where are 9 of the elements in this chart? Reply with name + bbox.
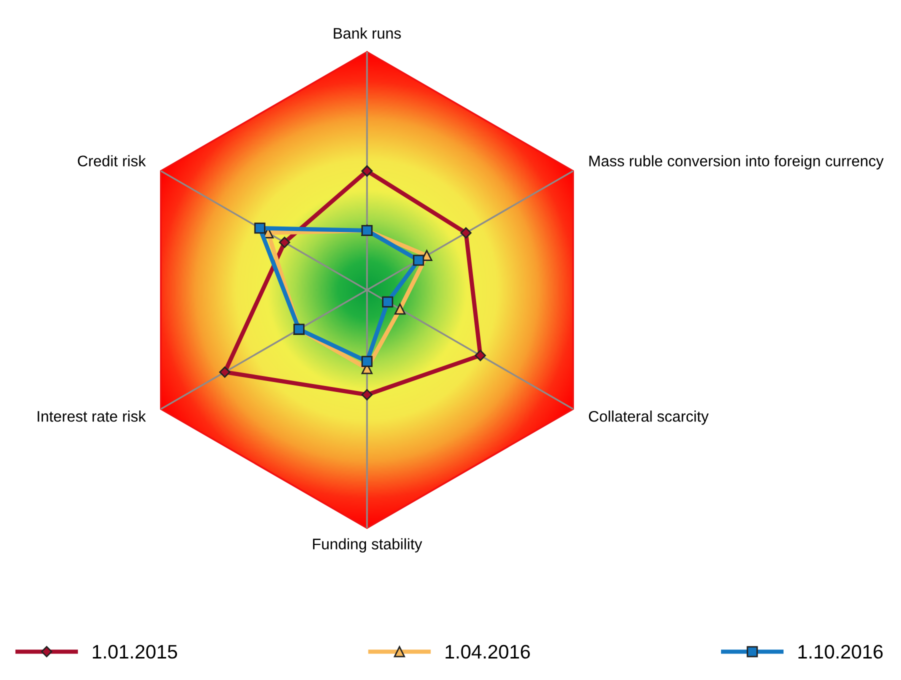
spoke-label: Bank runs <box>334 28 401 39</box>
spoke-label: Collateral scarcity <box>588 410 709 425</box>
spoke-label: Interest rate risk <box>38 410 146 422</box>
legend-label: 1.10.2016 <box>798 644 883 659</box>
legend-label: 1.04.2016 <box>446 644 530 659</box>
spoke-label: Funding stability <box>313 538 422 552</box>
legend-label: 1.01.2015 <box>92 644 178 659</box>
spoke-label: Mass ruble conversion into foreign currency <box>589 155 884 170</box>
spoke-label: Credit risk <box>78 155 146 166</box>
